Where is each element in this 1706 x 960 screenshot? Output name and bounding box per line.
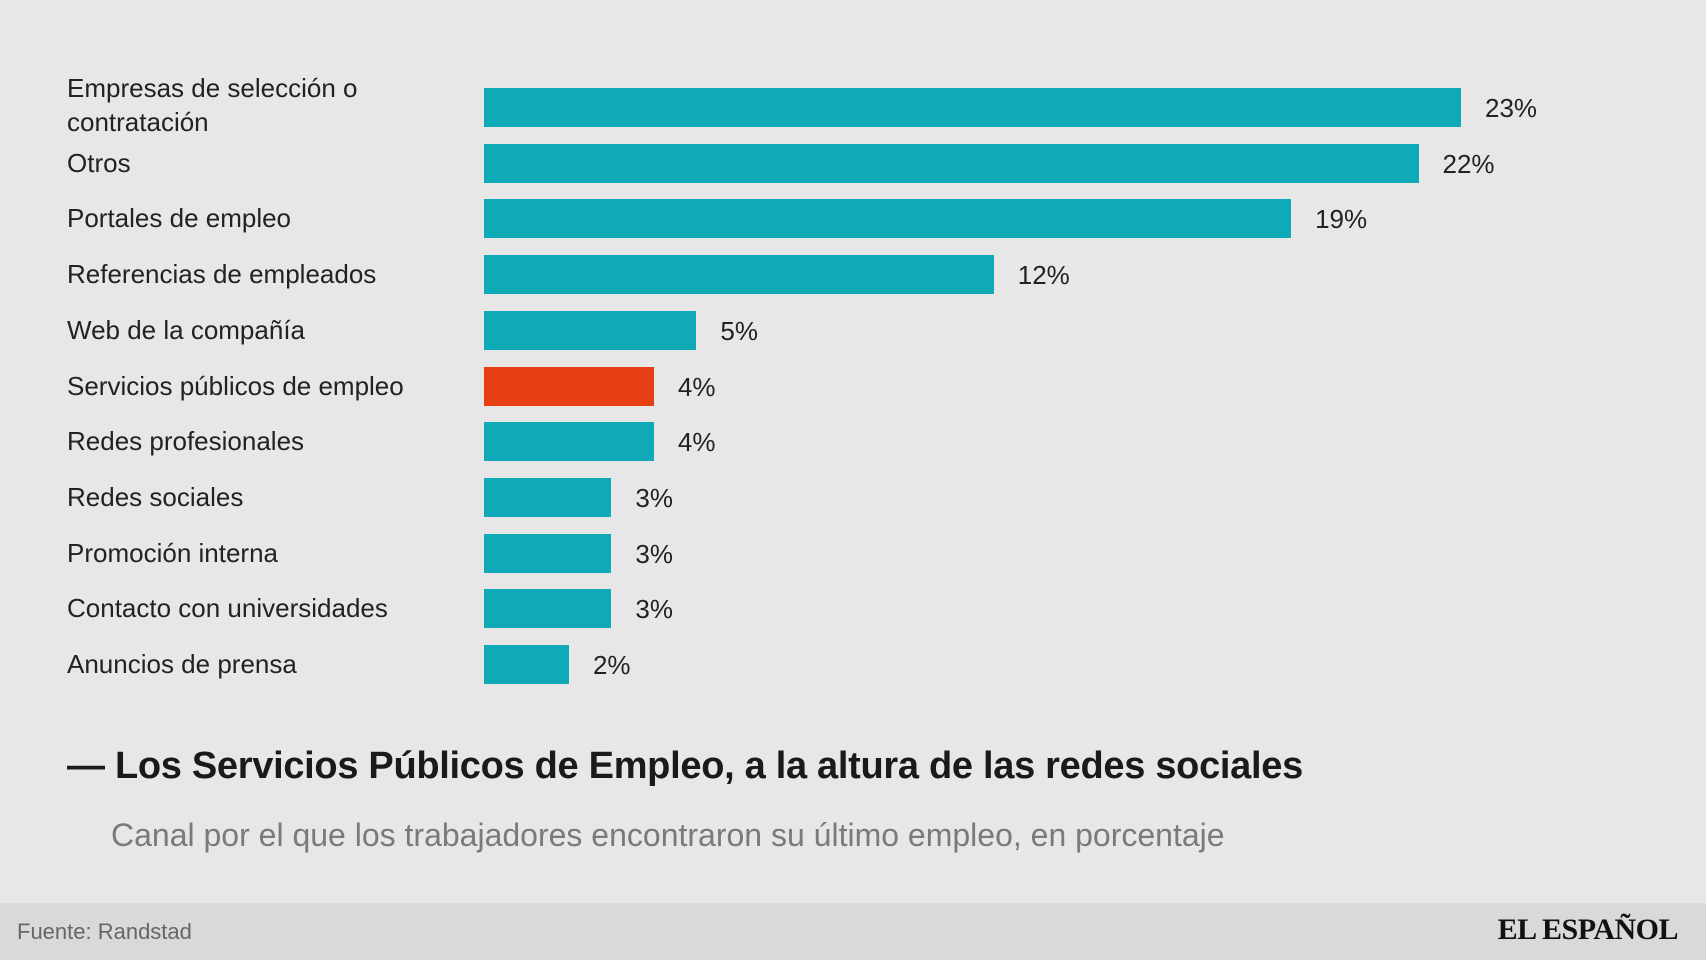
value-label: 3% [635, 594, 673, 625]
category-label: Redes profesionales [67, 426, 305, 457]
value-label: 23% [1485, 93, 1538, 123]
bar [484, 477, 612, 517]
category-label: Contacto con universidades [67, 593, 388, 624]
chart-headline: — Los Servicios Públicos de Empleo, a la… [67, 745, 1303, 787]
bar [484, 199, 1292, 239]
bar [484, 422, 654, 462]
value-label: 4% [677, 371, 716, 402]
bar [484, 589, 612, 629]
category-label: Anuncios de prensa [67, 649, 297, 679]
footer-bar: Fuente: Randstad EL ESPAÑOL [0, 903, 1706, 960]
value-label: 22% [1442, 148, 1495, 179]
category-label: Web de la compañía [67, 314, 305, 345]
category-label: Redes sociales [67, 481, 244, 512]
bar [484, 533, 612, 573]
value-label: 4% [677, 427, 716, 458]
bar [484, 88, 1461, 127]
source-credit: Fuente: Randstad [17, 919, 192, 944]
value-label: 3% [635, 538, 673, 569]
category-label: Servicios públicos de empleo [67, 370, 404, 401]
value-label: 5% [720, 315, 758, 346]
bar-chart: Empresas de selección o contratación 23% O… [67, 73, 1538, 684]
value-label: 19% [1315, 204, 1368, 235]
bar [484, 255, 994, 295]
category-label: Empresas de selección o contratación [67, 73, 358, 137]
bar [484, 645, 569, 684]
value-label: 12% [1017, 260, 1070, 291]
category-label: Referencias de empleados [67, 259, 377, 290]
category-label: Portales de empleo [67, 203, 292, 234]
category-label: Promoción interna [67, 537, 278, 568]
bar [484, 143, 1419, 183]
chart-subtitle: Canal por el que los trabajadores encont… [111, 817, 1225, 853]
category-label: Otros [67, 147, 131, 178]
bar [484, 310, 697, 350]
value-label: 2% [592, 650, 631, 680]
brand-logo: EL ESPAÑOL [1497, 913, 1679, 946]
value-label: 3% [635, 482, 673, 513]
bar-highlight [484, 366, 654, 406]
